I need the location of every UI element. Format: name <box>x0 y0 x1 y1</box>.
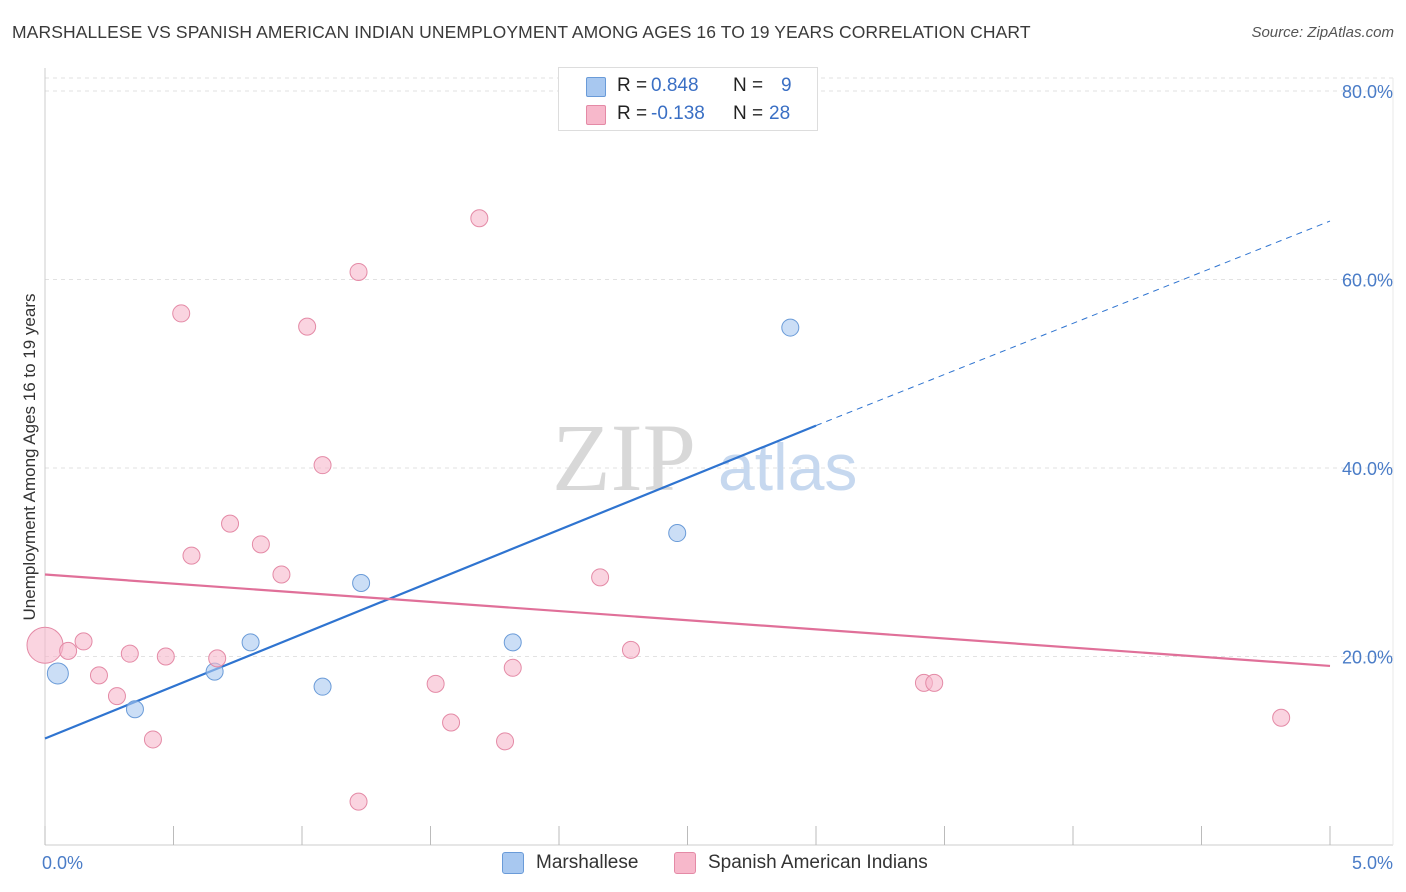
chart-title: MARSHALLESE VS SPANISH AMERICAN INDIAN U… <box>12 22 1031 42</box>
watermark-atlas: atlas <box>718 430 857 504</box>
point-spanish-american-indians <box>251 535 270 554</box>
axes <box>44 68 1394 846</box>
point-spanish-american-indians <box>496 732 515 751</box>
legend-swatch-marshallese <box>502 852 524 874</box>
grid-lines <box>45 77 1393 657</box>
point-spanish-american-indians <box>120 644 139 663</box>
y-tick-label: 20.0% <box>1342 648 1393 668</box>
stats-row-spanish-american-indians: R = -0.138 N = 28 <box>559 100 817 128</box>
n-label: N = <box>733 75 764 96</box>
legend-item-marshallese[interactable]: Marshallese <box>502 852 638 874</box>
point-spanish-american-indians <box>503 658 522 677</box>
point-spanish-american-indians <box>925 673 944 692</box>
source-credit: Source: ZipAtlas.com <box>1251 24 1394 41</box>
r-value: -0.138 <box>651 103 705 124</box>
point-spanish-american-indians <box>298 317 317 336</box>
r-value: 0.848 <box>651 75 699 96</box>
chart-legend: Marshallese Spanish American Indians <box>0 852 1406 876</box>
point-spanish-american-indians <box>143 730 162 749</box>
legend-item-spanish-american-indians[interactable]: Spanish American Indians <box>674 852 928 874</box>
point-spanish-american-indians <box>59 641 78 660</box>
point-spanish-american-indians <box>156 647 175 666</box>
point-spanish-american-indians <box>221 514 240 533</box>
legend-swatch-spanish-american-indians <box>674 852 696 874</box>
n-value: 9 <box>781 75 792 96</box>
marshallese-swatch <box>586 77 606 97</box>
point-marshallese <box>46 662 69 685</box>
point-marshallese <box>503 633 522 652</box>
point-marshallese <box>241 633 260 652</box>
point-spanish-american-indians <box>89 666 108 685</box>
point-spanish-american-indians <box>74 632 93 651</box>
point-marshallese <box>668 524 687 543</box>
point-spanish-american-indians <box>349 792 368 811</box>
r-label: R = <box>617 103 648 124</box>
legend-label: Spanish American Indians <box>708 852 928 873</box>
point-spanish-american-indians <box>182 546 201 565</box>
point-spanish-american-indians <box>591 568 610 587</box>
trend-line-spanish-american-indians <box>44 573 1331 668</box>
point-spanish-american-indians <box>349 262 368 281</box>
point-spanish-american-indians <box>470 209 489 228</box>
point-marshallese <box>313 677 332 696</box>
point-marshallese <box>125 700 144 719</box>
point-spanish-american-indians <box>272 565 291 584</box>
y-tick-labels: 20.0% 40.0% 60.0% 80.0% <box>1342 82 1393 668</box>
y-tick-label: 80.0% <box>1342 82 1393 102</box>
point-spanish-american-indians <box>208 649 227 668</box>
r-label: R = <box>617 75 648 96</box>
correlation-stats-box: R = 0.848 N = 9 R = -0.138 N = 28 <box>558 67 818 131</box>
point-spanish-american-indians <box>107 687 126 706</box>
x-tick-labels: 0.0% 5.0% <box>42 853 1393 873</box>
point-marshallese <box>781 318 800 337</box>
n-label: N = <box>733 103 764 124</box>
data-points <box>26 209 1291 811</box>
point-spanish-american-indians <box>1272 708 1291 727</box>
point-spanish-american-indians <box>442 713 461 732</box>
point-spanish-american-indians <box>313 456 332 475</box>
trend-lines <box>44 220 1331 740</box>
x-tick-label: 0.0% <box>42 853 83 873</box>
point-spanish-american-indians <box>621 640 640 659</box>
y-tick-label: 60.0% <box>1342 271 1393 291</box>
trend-line-extension <box>815 220 1331 427</box>
watermark-zip: ZIP <box>552 404 696 511</box>
x-tick-label: 5.0% <box>1352 853 1393 873</box>
legend-label: Marshallese <box>536 852 639 873</box>
point-marshallese <box>352 573 371 592</box>
point-spanish-american-indians <box>426 674 445 693</box>
spanish-american-indians-swatch <box>586 105 606 125</box>
n-value: 28 <box>769 103 791 124</box>
watermark: ZIP atlas <box>552 404 857 511</box>
trend-line-marshallese <box>44 424 817 740</box>
y-tick-label: 40.0% <box>1342 459 1393 479</box>
point-spanish-american-indians <box>172 304 191 323</box>
point-spanish-american-indians <box>26 626 64 664</box>
stats-row-marshallese: R = 0.848 N = 9 <box>559 72 817 100</box>
